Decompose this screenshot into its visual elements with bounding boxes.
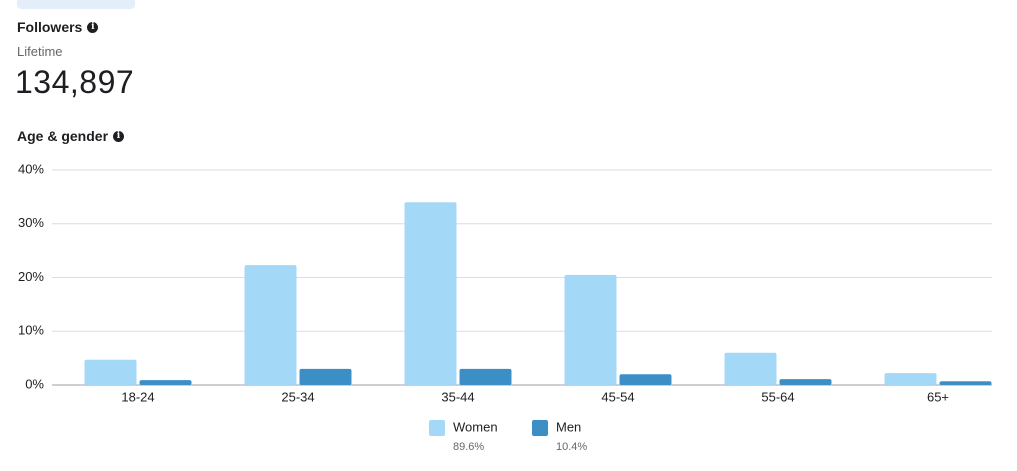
bar [299, 368, 352, 385]
x-tick-label: 55-64 [761, 389, 794, 404]
bar [84, 359, 137, 385]
bar [884, 373, 937, 385]
period-label: Lifetime [17, 44, 63, 59]
bar [139, 380, 192, 385]
y-tick-label: 10% [18, 323, 44, 338]
legend-swatch [429, 420, 445, 436]
x-tick-label: 35-44 [441, 389, 474, 404]
y-tick-label: 20% [18, 269, 44, 284]
y-tick-label: 0% [25, 376, 44, 391]
section-header: Followers i [17, 19, 99, 35]
x-tick-label: 25-34 [281, 389, 314, 404]
bar [619, 374, 672, 385]
follower-count: 134,897 [15, 64, 135, 100]
bar [404, 202, 457, 385]
legend-label: Men [556, 419, 581, 434]
y-tick-label: 40% [18, 161, 44, 176]
bar [244, 265, 297, 385]
legend-label: Women [453, 419, 498, 434]
x-tick-label: 45-54 [601, 389, 634, 404]
x-tick-label: 18-24 [121, 389, 154, 404]
x-tick-label: 65+ [927, 389, 949, 404]
info-icon[interactable]: i [113, 130, 125, 142]
chart-title: Age & gender [17, 128, 109, 144]
followers-title: Followers [17, 19, 83, 35]
y-tick-label: 30% [18, 215, 44, 230]
bar [459, 368, 512, 385]
info-icon[interactable]: i [87, 21, 99, 33]
bar [564, 274, 617, 385]
bar [724, 352, 777, 385]
legend-share: 10.4% [556, 441, 587, 453]
tab-indicator [17, 0, 135, 9]
bar [779, 379, 832, 385]
legend-share: 89.6% [453, 441, 484, 453]
legend-swatch [532, 420, 548, 436]
bar [939, 381, 992, 385]
section-header: Age & gender i [17, 128, 125, 144]
